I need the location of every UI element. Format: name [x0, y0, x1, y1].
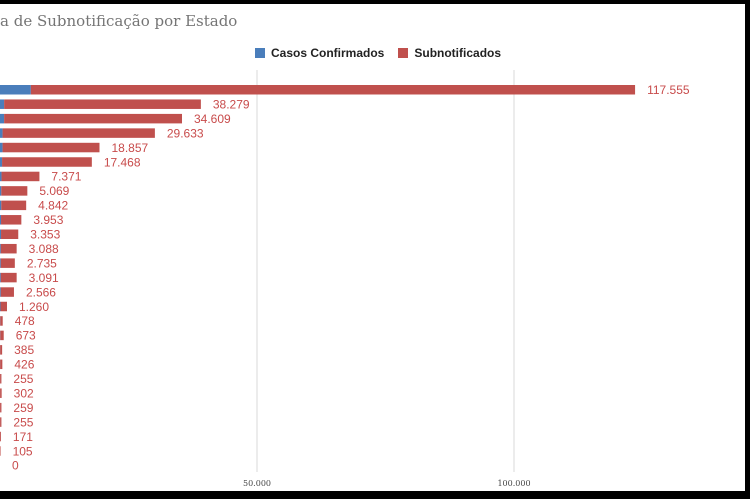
bar-data-label: 255 — [13, 372, 33, 386]
bar-data-label: 259 — [13, 401, 33, 415]
bar-data-label: 3.353 — [30, 228, 60, 242]
bar-subnotificados — [4, 113, 183, 124]
bar-data-label: 4.842 — [38, 199, 68, 213]
bar-data-label: 426 — [14, 358, 34, 372]
legend-item-subnotificados: Subnotificados — [398, 46, 501, 60]
bar-subnotificados — [30, 85, 636, 95]
bar-confirmados — [0, 272, 1, 283]
bar-subnotificados — [2, 157, 92, 167]
bar-subnotificados — [1, 186, 28, 196]
bar-subnotificados — [0, 287, 14, 297]
bar-confirmados — [0, 142, 3, 153]
bar-subnotificados — [0, 402, 2, 413]
bar-confirmados — [0, 99, 5, 109]
bar-confirmados — [0, 215, 2, 225]
bar-data-label: 3.953 — [33, 213, 63, 227]
bar-data-label: 1.260 — [19, 300, 49, 314]
bar-subnotificados — [1, 229, 19, 239]
bar-data-label: 29.633 — [167, 126, 204, 140]
bar-data-label: 385 — [14, 343, 34, 357]
x-tick-label: 100.000 — [497, 479, 530, 488]
bar-subnotificados — [0, 359, 3, 370]
bar-confirmados — [0, 243, 1, 254]
bar-subnotificados — [1, 215, 22, 225]
bar-data-label: 38.279 — [213, 97, 250, 111]
bar-subnotificados — [1, 200, 27, 211]
bar-subnotificados — [0, 330, 4, 341]
bar-data-label: 34.609 — [194, 112, 231, 126]
bar-confirmados — [0, 186, 2, 196]
bar-data-label: 117.555 — [647, 83, 690, 97]
bar-data-label: 105 — [13, 444, 33, 458]
bar-data-label: 302 — [14, 386, 34, 400]
legend-item-confirmados: Casos Confirmados — [255, 46, 384, 60]
bar-data-label: 0 — [12, 459, 19, 473]
bar-data-label: 171 — [13, 430, 33, 444]
bar-confirmados — [0, 128, 3, 138]
bar-subnotificados — [0, 417, 2, 427]
bar-confirmados — [0, 287, 1, 297]
bar-confirmados — [0, 301, 1, 312]
bar-data-label: 18.857 — [111, 141, 148, 155]
chart-title: a de Subnotificação por Estado — [0, 12, 238, 30]
bar-data-label: 5.069 — [39, 184, 69, 198]
legend-label-subnotificados: Subnotificados — [414, 46, 502, 60]
bar-data-label: 7.371 — [51, 170, 81, 184]
bar-confirmados — [0, 229, 2, 239]
x-tick-label: 50.000 — [243, 479, 271, 488]
bar-subnotificados — [2, 142, 100, 153]
bar-data-label: 2.735 — [27, 256, 57, 270]
bar-data-label: 17.468 — [104, 155, 141, 169]
bar-subnotificados — [0, 388, 2, 398]
bar-confirmados — [0, 85, 31, 95]
bar-subnotificados — [0, 431, 1, 442]
bar-subnotificados — [1, 171, 40, 182]
chart-frame: a de Subnotificação por Estado Casos Con… — [0, 4, 745, 491]
bar-confirmados — [0, 200, 2, 211]
bar-data-label: 673 — [16, 329, 36, 343]
chart-legend: Casos Confirmados Subnotificados — [255, 46, 515, 60]
bar-subnotificados — [0, 316, 3, 326]
bar-subnotificados — [0, 301, 7, 312]
bar-confirmados — [0, 157, 3, 167]
bar-data-label: 3.091 — [29, 271, 59, 285]
bar-confirmados — [0, 171, 2, 182]
bar-subnotificados — [0, 446, 1, 456]
bar-subnotificados — [0, 272, 17, 283]
bar-subnotificados — [0, 374, 2, 384]
bar-subnotificados — [4, 99, 201, 109]
bar-confirmados — [0, 258, 1, 268]
bar-subnotificados — [0, 243, 17, 254]
legend-swatch-confirmados — [255, 48, 265, 58]
bar-subnotificados — [0, 258, 15, 268]
legend-swatch-subnotificados — [398, 48, 409, 58]
legend-label-confirmados: Casos Confirmados — [271, 46, 385, 60]
bar-confirmados — [0, 113, 5, 124]
bar-subnotificados — [0, 345, 3, 355]
bar-data-label: 255 — [13, 415, 33, 429]
bar-data-label: 478 — [15, 314, 35, 328]
bar-data-label: 2.566 — [26, 285, 56, 299]
bar-data-label: 3.088 — [29, 242, 59, 256]
bar-subnotificados — [2, 128, 155, 138]
